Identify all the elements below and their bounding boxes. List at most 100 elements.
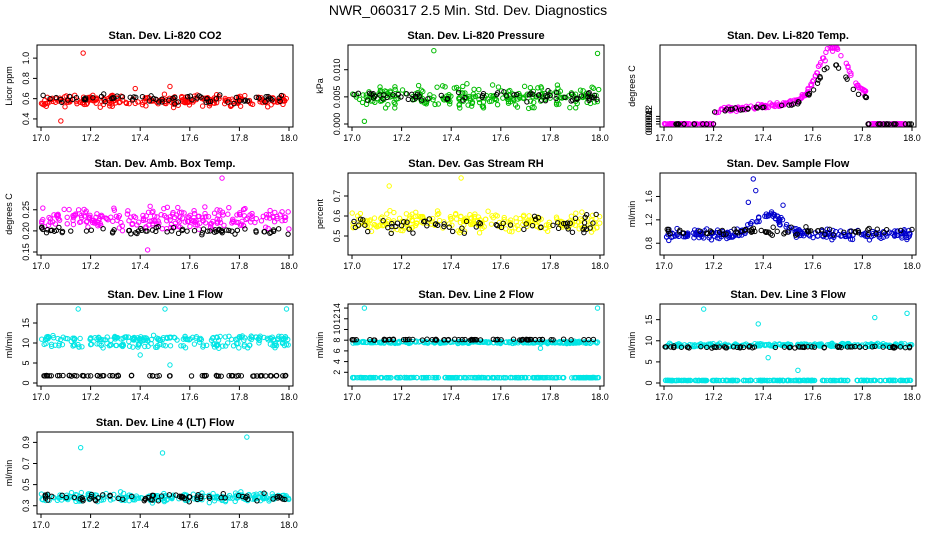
data-point-black	[875, 121, 881, 127]
data-point-black	[539, 336, 546, 343]
data-point-black	[553, 89, 560, 96]
data-point-black	[49, 493, 55, 500]
data-point-black	[155, 223, 161, 230]
x-tick-label: 17.0	[32, 520, 50, 530]
data-point-black	[525, 337, 532, 343]
data-point-black	[573, 95, 580, 102]
data-point-black	[821, 345, 827, 351]
y-tick-label: 8	[332, 338, 342, 343]
data-point	[684, 377, 690, 384]
data-point	[94, 211, 100, 217]
y-tick-label: 14	[332, 303, 342, 313]
data-point-black	[377, 92, 383, 98]
x-tick-label: 17.6	[492, 392, 510, 402]
x-tick-label: 17.4	[442, 133, 460, 143]
data-point	[225, 494, 232, 500]
data-point	[531, 99, 537, 106]
data-point	[554, 82, 561, 88]
data-point	[809, 78, 816, 85]
data-point	[187, 223, 193, 230]
data-point	[756, 218, 762, 225]
x-tick-label: 17.2	[82, 261, 100, 271]
data-point	[173, 212, 180, 218]
data-point	[219, 493, 225, 500]
data-point-black	[194, 95, 200, 101]
data-point	[776, 341, 783, 347]
data-point	[269, 491, 275, 497]
data-point	[572, 105, 579, 111]
x-tick-label: 17.0	[32, 261, 50, 271]
data-point-outlier	[795, 367, 801, 374]
data-point	[167, 217, 173, 223]
data-point	[817, 59, 824, 66]
data-point-black	[109, 372, 116, 379]
data-point	[533, 374, 540, 381]
data-point-black	[262, 99, 268, 105]
data-point-outlier	[361, 305, 368, 311]
data-point-black	[120, 496, 126, 502]
data-point	[435, 210, 442, 217]
data-point-black	[194, 494, 200, 500]
data-point	[569, 221, 576, 227]
y-axis-label: percent	[315, 198, 325, 229]
data-point-outlier	[80, 50, 86, 56]
data-point	[116, 213, 123, 219]
data-point-black	[754, 105, 761, 111]
data-point	[801, 377, 808, 384]
data-point	[125, 334, 132, 340]
data-point	[241, 337, 247, 343]
data-point	[182, 345, 189, 351]
data-point-black	[350, 337, 356, 343]
data-point-black	[788, 224, 794, 230]
data-point-black	[223, 227, 230, 233]
data-point-black	[424, 223, 430, 229]
data-point	[94, 336, 100, 342]
data-point-black	[83, 228, 90, 234]
data-point-black	[186, 494, 192, 500]
data-point	[853, 80, 859, 86]
data-point	[119, 343, 126, 350]
data-point	[137, 335, 143, 342]
data-point	[448, 215, 454, 222]
data-point-black	[425, 96, 431, 102]
data-point	[530, 375, 537, 381]
data-point	[827, 377, 834, 384]
data-point	[420, 88, 426, 95]
data-point-black	[498, 337, 504, 343]
data-point-black	[535, 214, 542, 221]
data-point-black	[476, 220, 482, 226]
data-point	[187, 212, 193, 219]
data-point-outlier	[745, 199, 752, 206]
data-point-black	[585, 91, 591, 97]
data-point-black	[806, 90, 813, 97]
data-point-black	[772, 344, 779, 351]
data-point	[222, 334, 229, 340]
data-point	[574, 339, 581, 346]
data-point	[149, 209, 155, 216]
data-point-black	[47, 96, 53, 102]
data-point	[50, 98, 56, 105]
data-points	[38, 50, 289, 124]
data-point	[161, 205, 167, 212]
data-point	[126, 100, 132, 107]
data-point	[385, 101, 391, 108]
x-tick-label: 17.8	[231, 133, 249, 143]
data-point-black	[102, 98, 108, 105]
data-point	[199, 103, 206, 109]
data-point	[228, 336, 235, 342]
data-point-black	[58, 96, 64, 103]
data-point	[388, 374, 394, 381]
data-point	[556, 339, 562, 346]
data-point	[749, 218, 755, 225]
data-point	[360, 374, 366, 381]
data-point-black	[153, 96, 159, 102]
plot-frame	[347, 172, 605, 256]
data-point	[531, 104, 537, 111]
data-point-black	[243, 494, 249, 501]
data-point-black	[253, 94, 259, 100]
data-point	[350, 224, 356, 230]
data-point-black	[198, 493, 204, 500]
data-point-black	[387, 336, 393, 343]
data-point	[387, 88, 393, 94]
data-point-black	[591, 92, 598, 99]
